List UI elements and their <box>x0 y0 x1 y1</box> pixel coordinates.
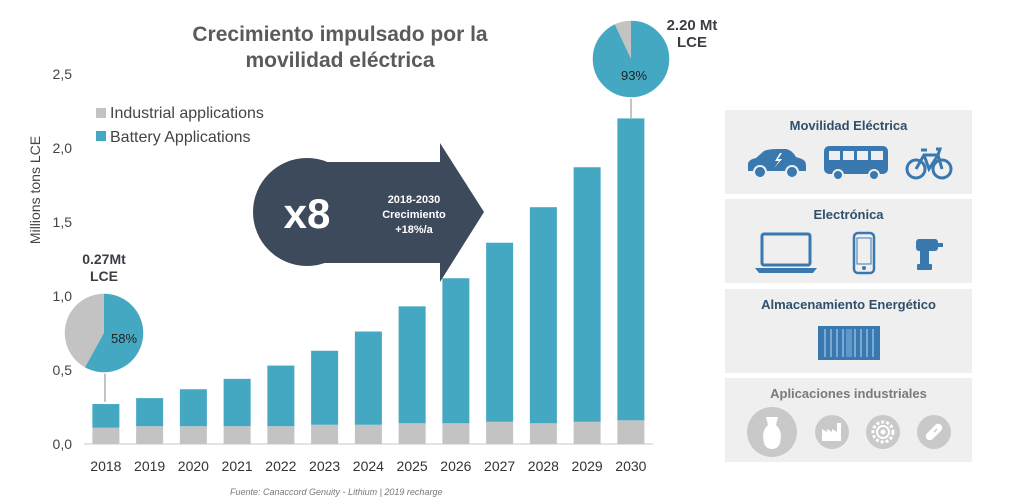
bar-industrial-2021 <box>223 426 251 444</box>
pie2030-outline <box>591 19 671 99</box>
bar-battery-2026 <box>442 278 470 424</box>
legend-battery: Battery Applications <box>110 129 251 146</box>
pie-2018-pct: 58% <box>111 331 137 346</box>
y-tick-label: 1,5 <box>53 214 73 230</box>
x-tick-label: 2023 <box>309 458 340 474</box>
growth-arrow: x8 2018-2030 Crecimiento +18%/a <box>253 143 484 282</box>
y-tick-label: 2,0 <box>53 140 73 156</box>
y-tick-label: 2,5 <box>53 66 73 82</box>
arrow-text-line3: +18%/a <box>395 224 433 236</box>
bar-battery-2018 <box>92 404 120 428</box>
x-tick-label: 2025 <box>397 458 428 474</box>
panel-electronics: Electrónica <box>725 199 972 283</box>
y-tick-label: 1,0 <box>53 288 73 304</box>
pie-2030-label-line1: 2.20 Mt <box>666 17 718 34</box>
panel-electric-mobility: Movilidad Eléctrica <box>725 110 972 194</box>
legend-swatch-industrial <box>96 108 106 118</box>
x-tick-label: 2022 <box>265 458 296 474</box>
laptop-icon <box>755 232 818 273</box>
bar-industrial-2018 <box>92 427 120 444</box>
bar-industrial-2024 <box>354 424 382 444</box>
pie2018-outline <box>63 292 145 374</box>
arrow-text-line2: Crecimiento <box>382 209 446 221</box>
bar-industrial-2030 <box>617 420 645 444</box>
x-tick-label: 2019 <box>134 458 165 474</box>
bar-battery-2023 <box>311 350 339 425</box>
bar-battery-2029 <box>573 167 601 422</box>
pie-2030-label: 2.20 Mt LCE <box>656 17 728 51</box>
battery-container-icon <box>817 326 880 360</box>
bar-industrial-2019 <box>136 426 164 444</box>
bar-battery-2022 <box>267 365 295 427</box>
bar-battery-2030 <box>617 118 645 421</box>
x-tick-label: 2028 <box>528 458 559 474</box>
smartphone-icon <box>853 231 876 275</box>
pie-2018-label: 0.27Mt LCE <box>72 251 136 285</box>
gear-icon <box>866 415 901 449</box>
chart-title: Crecimiento impulsado por la movilidad e… <box>192 23 488 72</box>
bar-industrial-2027 <box>486 421 514 444</box>
legend-swatch-battery <box>96 131 106 141</box>
arrow-circle <box>253 158 361 266</box>
bicycle-icon <box>905 147 953 180</box>
bar-industrial-2026 <box>442 423 470 444</box>
legend-industrial: Industrial applications <box>110 105 264 122</box>
pie-2018 <box>63 292 145 374</box>
x-tick-label: 2029 <box>572 458 603 474</box>
power-drill-icon <box>915 239 943 270</box>
bus-icon <box>824 146 889 181</box>
x-tick-label: 2021 <box>222 458 253 474</box>
pill-icon <box>917 415 952 449</box>
y-tick-label: 0,0 <box>53 436 73 452</box>
x-tick-label: 2027 <box>484 458 515 474</box>
panel-title-electronics: Electrónica <box>813 207 884 222</box>
x-axis: 2018 2019 2020 2021 2022 2023 2024 2025 2026 2027… <box>90 458 646 474</box>
panel-title-electric-mobility: Movilidad Eléctrica <box>789 118 908 133</box>
y-tick-label: 0,5 <box>53 362 73 378</box>
panel-title-industrial: Aplicaciones industriales <box>770 386 927 401</box>
pie2030-battery-slice <box>592 20 670 98</box>
electric-car-icon <box>748 149 807 179</box>
x-tick-label: 2018 <box>90 458 121 474</box>
pie-2030 <box>591 19 671 99</box>
bar-industrial-2020 <box>179 426 207 444</box>
bar-industrial-2022 <box>267 426 295 444</box>
bar-industrial-2028 <box>529 423 557 444</box>
source-note: Fuente: Canaccord Genuity - Lithium | 20… <box>230 487 443 497</box>
panel-title-energy-storage: Almacenamiento Energético <box>761 297 936 312</box>
legend: Industrial applications Battery Applicat… <box>96 105 264 146</box>
x-tick-label: 2026 <box>440 458 471 474</box>
x-tick-label: 2024 <box>353 458 384 474</box>
y-axis-label: Millions tons LCE <box>27 136 43 244</box>
arrow-multiplier: x8 <box>284 190 331 237</box>
bar-battery-2025 <box>398 306 426 424</box>
x-tick-label: 2030 <box>615 458 646 474</box>
bar-industrial-2029 <box>573 421 601 444</box>
bar-battery-2019 <box>136 398 164 427</box>
bar-industrial-2025 <box>398 423 426 444</box>
bar-battery-2020 <box>179 389 207 427</box>
bar-industrial-2023 <box>311 424 339 444</box>
bars <box>92 118 645 444</box>
bar-battery-2021 <box>223 378 251 427</box>
x-tick-label: 2020 <box>178 458 209 474</box>
pie2018-battery-slice <box>84 293 144 373</box>
pie-2018-label-line2: LCE <box>90 268 118 284</box>
arrow-shape <box>310 143 484 282</box>
bar-battery-2024 <box>354 331 382 425</box>
bar-battery-2028 <box>529 207 557 424</box>
arrow-text-line1: 2018-2030 <box>388 194 441 206</box>
pie-2030-label-line2: LCE <box>677 34 707 51</box>
panel-industrial: Aplicaciones industriales <box>725 378 972 462</box>
bar-battery-2027 <box>486 242 514 422</box>
factory-icon <box>814 415 849 449</box>
pie-2030-pct: 93% <box>621 68 647 83</box>
pie-2018-label-line1: 0.27Mt <box>82 251 126 267</box>
panel-energy-storage: Almacenamiento Energético <box>725 289 972 373</box>
glass-vase-icon <box>746 407 797 457</box>
